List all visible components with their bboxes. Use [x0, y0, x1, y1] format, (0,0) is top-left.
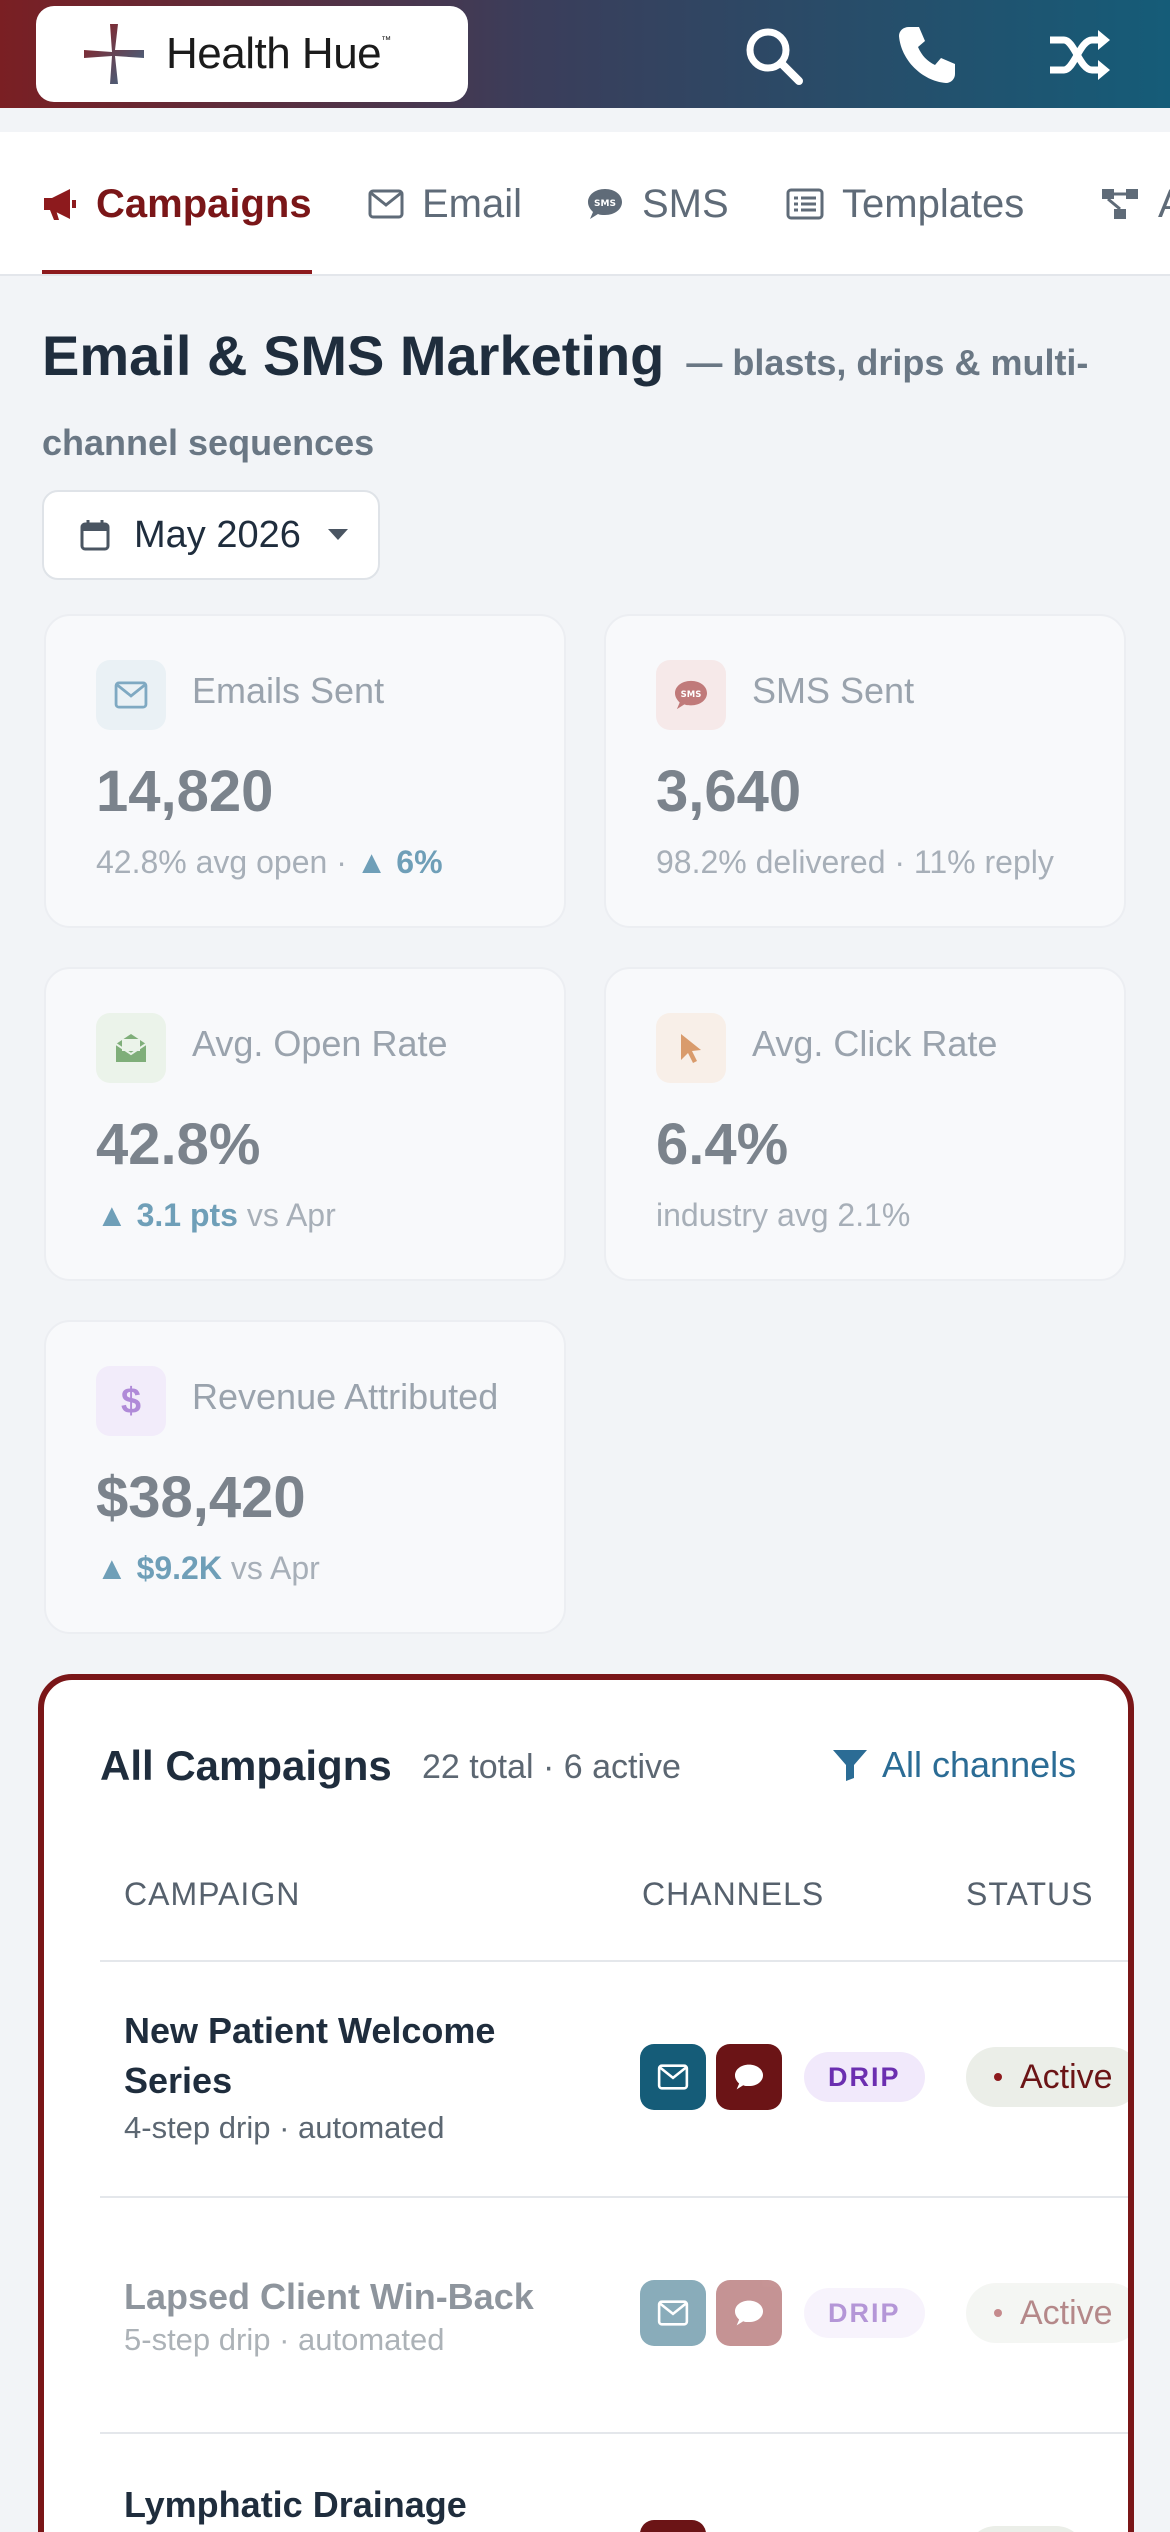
envelope-icon	[368, 189, 404, 219]
campaign-sub: 5-step drip · automated	[124, 2322, 445, 2357]
cursor-icon	[656, 1013, 726, 1083]
chevron-down-icon	[327, 529, 348, 540]
stat-label: SMS Sent	[752, 670, 915, 711]
sms-channel-icon	[640, 2520, 706, 2532]
stat-label: Avg. Open Rate	[192, 1023, 448, 1064]
svg-text:SMS: SMS	[594, 199, 616, 209]
stat-sub: 98.2% delivered · 11% reply	[656, 844, 1054, 880]
campaign-sub: 4-step drip · automated	[124, 2110, 445, 2145]
stat-card-revenue[interactable]: $ Revenue Attributed $38,420 ▲ $9.2K vs …	[44, 1320, 566, 1634]
email-channel-icon	[640, 2280, 706, 2346]
stat-value: 14,820	[96, 759, 274, 824]
campaign-type-badge: DRIP	[804, 2288, 925, 2338]
sms-bubble-icon: SMS	[588, 189, 622, 219]
channel-filter[interactable]: All channels	[832, 1744, 1076, 1786]
sms-channel-icon	[716, 2044, 782, 2110]
flow-icon	[1102, 189, 1138, 219]
dollar-icon: $	[96, 1366, 166, 1436]
page-title: Email & SMS Marketing — blasts, drips & m…	[42, 324, 1089, 463]
stat-sub: 42.8% avg open · ▲ 6%	[96, 844, 443, 880]
tab-automations[interactable]: Automations	[1100, 132, 1170, 274]
panel-title: All Campaigns	[100, 1742, 392, 1789]
filter-icon	[833, 1750, 867, 1781]
stat-sub: industry avg 2.1%	[656, 1197, 911, 1233]
campaign-name: Lymphatic Drainage	[124, 2484, 467, 2525]
status-badge: Active	[966, 2047, 1128, 2107]
stat-sub: ▲ 3.1 pts vs Apr	[96, 1197, 336, 1233]
tab-email[interactable]: Email	[368, 132, 522, 274]
sms-bubble-icon: SMS	[656, 660, 726, 730]
svg-text:SMS: SMS	[681, 689, 702, 699]
stat-card-click-rate[interactable]: Avg. Click Rate 6.4% industry avg 2.1%	[604, 967, 1126, 1281]
divider	[100, 1960, 1128, 1962]
email-channel-icon	[640, 2044, 706, 2110]
stat-value: 6.4%	[656, 1112, 789, 1177]
top-bar: Health Hue™	[0, 0, 1170, 108]
stat-value: $38,420	[96, 1465, 306, 1530]
campaign-name: Lapsed Client Win-Back	[124, 2276, 534, 2317]
stat-sub: ▲ $9.2K vs Apr	[96, 1550, 320, 1586]
column-header-status[interactable]: STATUS	[966, 1876, 1094, 1912]
status-badge	[966, 2526, 1086, 2532]
stat-label: Avg. Click Rate	[752, 1023, 998, 1064]
campaign-type-badge: DRIP	[804, 2052, 925, 2102]
month-picker[interactable]: May 2026	[42, 490, 380, 580]
campaigns-panel: All Campaigns 22 total · 6 active All ch…	[38, 1674, 1134, 2532]
tab-campaigns[interactable]: Campaigns	[42, 132, 312, 274]
stat-label: Emails Sent	[192, 670, 385, 711]
column-header-campaign[interactable]: CAMPAIGN	[124, 1876, 301, 1912]
envelope-icon	[96, 660, 166, 730]
open-envelope-icon	[96, 1013, 166, 1083]
panel-meta: 22 total · 6 active	[422, 1748, 681, 1786]
stat-card-sms-sent[interactable]: SMS SMS Sent 3,640 98.2% delivered · 11%…	[604, 614, 1126, 928]
sms-channel-icon	[716, 2280, 782, 2346]
stat-value: 42.8%	[96, 1112, 261, 1177]
search-icon[interactable]	[738, 20, 808, 90]
section-tabs: Campaigns Email SMS SMS Templates Automa…	[0, 132, 1170, 276]
brand-name: Health Hue™	[166, 29, 391, 78]
divider	[100, 2196, 1128, 2198]
calendar-icon	[80, 520, 110, 551]
stat-card-open-rate[interactable]: Avg. Open Rate 42.8% ▲ 3.1 pts vs Apr	[44, 967, 566, 1281]
status-badge: Active	[966, 2283, 1128, 2343]
stat-value: 3,640	[656, 759, 802, 824]
phone-icon[interactable]	[892, 20, 962, 90]
stat-label: Revenue Attributed	[192, 1376, 499, 1417]
column-header-channels[interactable]: CHANNELS	[642, 1876, 825, 1912]
shuffle-icon[interactable]	[1044, 20, 1114, 90]
stat-card-emails-sent[interactable]: Emails Sent 14,820 42.8% avg open · ▲ 6%	[44, 614, 566, 928]
megaphone-icon	[44, 189, 76, 220]
campaign-name: New Patient Welcome Series	[124, 2010, 496, 2101]
tab-sms[interactable]: SMS SMS	[586, 132, 729, 274]
brand-logo[interactable]: Health Hue™	[36, 6, 468, 102]
divider	[100, 2432, 1128, 2434]
list-icon	[786, 188, 824, 220]
tab-templates[interactable]: Templates	[786, 132, 1024, 274]
brand-cross-icon	[84, 24, 144, 84]
